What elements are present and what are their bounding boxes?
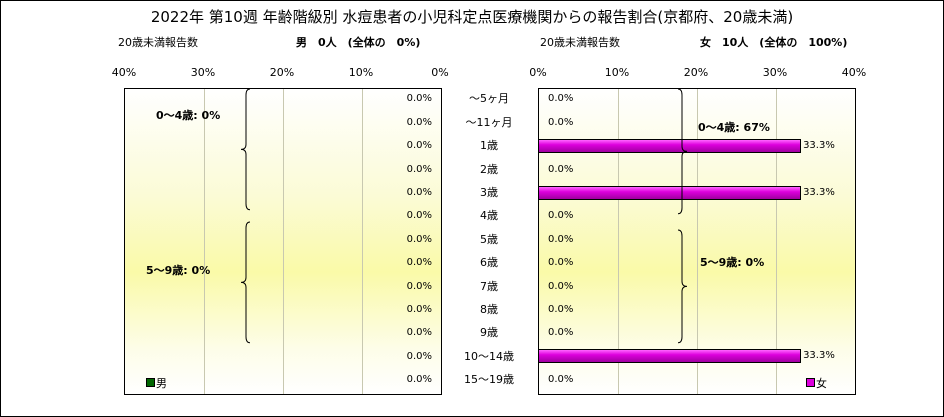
chart-title: 2022年 第10週 年齢階級別 水痘患者の小児科定点医療機関からの報告割合(京… [150,8,794,26]
right-x-tick-label: 0% [529,66,547,79]
female-value-label: 0.0% [548,116,574,128]
age-category-label: 9歳 [480,326,498,340]
age-category-label: ～11ヶ月 [465,115,513,129]
left-brace-5-9 [240,221,251,344]
right-group-label-5-9: 5～9歳: 0% [700,256,765,269]
female-value-label: 0.0% [548,257,574,269]
male-legend-label: 男 [156,377,167,390]
age-category-label: 2歳 [480,162,498,176]
age-category-label: 10～14歳 [464,349,514,363]
left-x-tick-label: 30% [190,66,216,79]
female-value-label: 0.0% [548,210,574,222]
left-count: 男 0人 (全体の 0%) [296,36,421,49]
right-x-tick-label: 30% [762,66,788,79]
left-x-tick-label: 40% [111,66,137,79]
female-value-label: 0.0% [548,280,574,292]
female-legend-label: 女 [816,377,827,390]
male-value-label: 0.0% [406,327,432,339]
right-count: 女 10人 (全体の 100%) [700,36,848,49]
right-brace-5-9-path [677,229,688,344]
female-bar [538,185,802,200]
male-value-label: 0.0% [406,140,432,152]
right-subtitle: 20歳未満報告数 [540,36,620,49]
male-legend-swatch [146,378,155,387]
male-value-label: 0.0% [406,210,432,222]
male-value-label: 0.0% [406,303,432,315]
male-value-label: 0.0% [406,93,432,105]
female-bar [538,349,802,364]
age-category-label: 5歳 [480,232,498,246]
male-value-label: 0.0% [406,116,432,128]
age-category-label: 6歳 [480,256,498,270]
right-x-tick-label: 10% [604,66,630,79]
age-category-label: 4歳 [480,209,498,223]
left-gridline [204,89,205,394]
male-value-label: 0.0% [406,350,432,362]
female-bar [538,138,802,153]
female-value-label: 0.0% [548,303,574,315]
right-brace-0-4 [677,88,688,215]
female-value-label: 33.3% [803,350,835,362]
left-x-tick-label: 0% [431,66,449,79]
left-x-tick-label: 10% [348,66,374,79]
male-value-label: 0.0% [406,163,432,175]
male-value-label: 0.0% [406,257,432,269]
age-category-label: 3歳 [480,185,498,199]
male-value-label: 0.0% [406,374,432,386]
male-value-label: 0.0% [406,280,432,292]
right-gridline [618,89,619,394]
age-category-label: 7歳 [480,279,498,293]
female-value-label: 0.0% [548,374,574,386]
male-value-label: 0.0% [406,186,432,198]
right-x-tick-label: 20% [683,66,709,79]
female-value-label: 0.0% [548,327,574,339]
age-category-label: ～5ヶ月 [469,92,509,106]
female-legend-swatch [806,378,815,387]
female-legend: 女 [806,375,827,391]
left-brace-5-9-path [240,221,251,344]
right-brace-0-4-path [677,88,688,215]
right-group-label-0-4: 0～4歳: 67% [698,121,770,134]
left-brace-0-4 [240,88,251,211]
female-value-label: 0.0% [548,163,574,175]
right-brace-5-9 [677,229,688,344]
left-gridline [362,89,363,394]
age-category-label: 15～19歳 [464,373,514,387]
female-value-label: 0.0% [548,93,574,105]
right-gridline [776,89,777,394]
right-x-tick-label: 40% [841,66,867,79]
age-category-label: 8歳 [480,302,498,316]
left-group-label-0-4: 0～4歳: 0% [156,109,221,122]
left-gridline [283,89,284,394]
age-category-label: 1歳 [480,139,498,153]
left-group-label-5-9: 5～9歳: 0% [146,264,211,277]
right-gridline [697,89,698,394]
left-x-tick-label: 20% [269,66,295,79]
female-value-label: 0.0% [548,233,574,245]
female-value-label: 33.3% [803,186,835,198]
male-legend: 男 [146,375,167,391]
male-value-label: 0.0% [406,233,432,245]
female-value-label: 33.3% [803,139,835,151]
left-plot-area [124,88,442,395]
left-subtitle: 20歳未満報告数 [118,36,198,49]
left-brace-0-4-path [240,88,251,211]
